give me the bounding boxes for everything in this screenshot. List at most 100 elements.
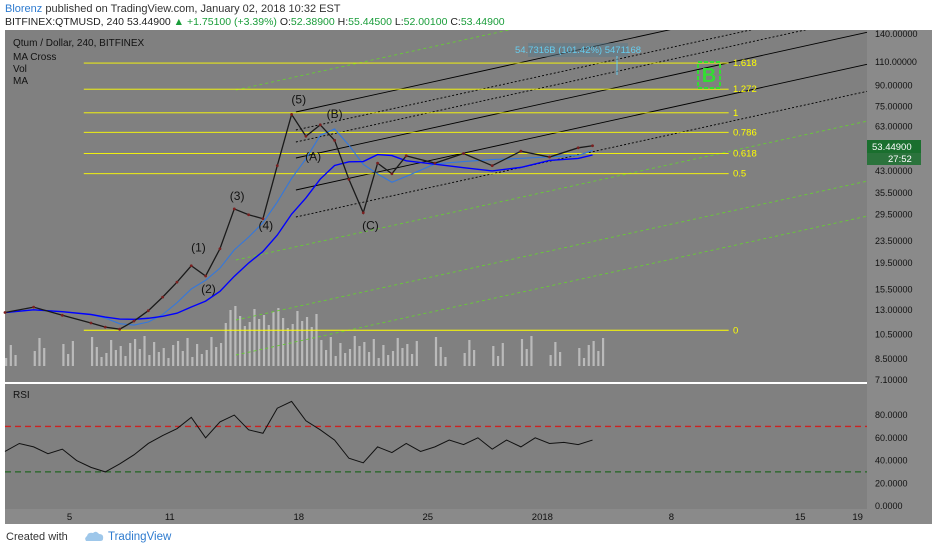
chart-area[interactable]: 1.618 1.272 1 0.786 0.618 0.5 0 (1) (2) (3) (4) (5… bbox=[0, 30, 932, 524]
legend-vol[interactable]: Vol bbox=[13, 64, 27, 75]
volume-bar bbox=[434, 337, 438, 366]
wave-label: (A) bbox=[305, 150, 321, 164]
price-point bbox=[3, 311, 7, 314]
volume-bar bbox=[267, 325, 270, 366]
volume-bar bbox=[239, 316, 242, 366]
time-tick-label: 5 bbox=[67, 512, 72, 523]
fib-label: 0 bbox=[733, 325, 738, 336]
price-point bbox=[247, 213, 251, 217]
price-point bbox=[347, 177, 351, 181]
author-name[interactable]: Blorenz bbox=[5, 3, 43, 15]
ohlc-bar: BITFINEX:QTMUSD, 240 53.44900 ▲ +1.75100… bbox=[5, 16, 505, 28]
elliott-waves: (1) (2) (3) (4) (5) (A) (B) (C) bbox=[191, 92, 379, 296]
price-point bbox=[361, 211, 365, 215]
time-tick-label: 2018 bbox=[532, 512, 553, 523]
rsi-tick-label: 80.0000 bbox=[875, 410, 908, 420]
time-tick-label: 18 bbox=[293, 512, 304, 523]
volume-bar bbox=[415, 341, 418, 366]
countdown-badge bbox=[867, 153, 921, 165]
price-point bbox=[390, 172, 394, 176]
volume-bar bbox=[243, 326, 246, 366]
legend-ma-cross[interactable]: MA Cross bbox=[13, 52, 56, 63]
wave-label: (5) bbox=[291, 92, 306, 106]
price-tick-label: 29.50000 bbox=[875, 210, 913, 220]
volume-bar bbox=[410, 354, 414, 366]
low-label: L: bbox=[394, 16, 404, 28]
moving-averages bbox=[4, 128, 593, 326]
price-tick-label: 7.10000 bbox=[875, 375, 908, 385]
volume-bar bbox=[119, 346, 122, 366]
volume-bar bbox=[234, 306, 237, 366]
volume-bar bbox=[286, 328, 289, 366]
rsi-tick-label: 40.0000 bbox=[875, 456, 908, 466]
volume-bar bbox=[38, 338, 41, 366]
volume-bar bbox=[196, 344, 199, 366]
volume-bar bbox=[367, 352, 371, 366]
price-point bbox=[218, 247, 222, 251]
published-text: published on TradingView.com, January 02… bbox=[45, 3, 341, 15]
legend-ma[interactable]: MA bbox=[13, 76, 28, 87]
price-point bbox=[232, 207, 236, 211]
volume-bar bbox=[291, 324, 294, 366]
volume-bar bbox=[310, 327, 313, 366]
price-tick-label: 8.50000 bbox=[875, 354, 908, 364]
volume-bar bbox=[315, 314, 318, 366]
volume-bar bbox=[587, 345, 590, 366]
volume-bar bbox=[387, 355, 390, 366]
time-tick-label: 11 bbox=[165, 512, 175, 523]
price-point bbox=[576, 146, 580, 150]
volume-bar bbox=[90, 337, 94, 366]
volume-bar bbox=[372, 339, 375, 366]
volume-bar bbox=[105, 353, 108, 366]
volume-bar bbox=[353, 336, 356, 366]
change-value: +1.75100 (+3.39%) bbox=[187, 16, 277, 28]
wave-label: (3) bbox=[230, 189, 245, 203]
price-point bbox=[204, 274, 208, 278]
close-label: C: bbox=[450, 16, 461, 28]
channel-line bbox=[295, 30, 808, 143]
open-label: O: bbox=[279, 16, 291, 28]
volume-bar bbox=[305, 317, 309, 366]
countdown-text: 27:52 bbox=[888, 154, 912, 165]
time-ticks: 5 11 18 25 2018 8 15 19 bbox=[67, 512, 863, 523]
volume-bar bbox=[5, 358, 8, 366]
volume-bar bbox=[138, 349, 141, 366]
volume-bar bbox=[549, 355, 552, 366]
volume-bar bbox=[578, 348, 581, 366]
rsi-tick-label: 0.0000 bbox=[875, 501, 903, 511]
brand-name[interactable]: TradingView bbox=[108, 531, 172, 543]
time-tick-label: 19 bbox=[852, 512, 863, 523]
last-price: 53.44900 bbox=[126, 16, 171, 28]
volume-bar bbox=[110, 340, 113, 366]
volume-bar bbox=[320, 340, 323, 366]
volume-bar bbox=[124, 356, 127, 366]
volume-bar bbox=[181, 351, 184, 366]
close-value: 53.44900 bbox=[460, 16, 505, 28]
volume-bar bbox=[339, 343, 342, 366]
price-tick-label: 35.50000 bbox=[875, 188, 913, 198]
created-with-text: Created with bbox=[6, 531, 68, 543]
wave-label: (2) bbox=[201, 282, 216, 296]
wave-label: (C) bbox=[362, 218, 379, 232]
rsi-tick-label: 60.0000 bbox=[875, 433, 908, 443]
price-pane[interactable] bbox=[5, 30, 867, 382]
fib-label: 1.272 bbox=[733, 84, 757, 95]
volume-bar bbox=[382, 345, 385, 366]
fib-label: 1.618 bbox=[733, 58, 757, 69]
volume-bar bbox=[162, 348, 165, 366]
volume-bar bbox=[258, 319, 261, 366]
volume-bar bbox=[281, 318, 285, 366]
up-arrow-icon: ▲ bbox=[173, 16, 185, 28]
price-point bbox=[32, 305, 36, 309]
price-point bbox=[519, 149, 523, 153]
price-tick-label: 110.00000 bbox=[875, 57, 917, 67]
volume-bar bbox=[133, 339, 137, 366]
volume-bar bbox=[334, 356, 337, 366]
fib-levels: 1.618 1.272 1 0.786 0.618 0.5 0 bbox=[83, 58, 757, 336]
price-point bbox=[318, 123, 322, 127]
fib-label: 0.618 bbox=[733, 148, 757, 159]
price-point bbox=[189, 264, 193, 268]
price-point bbox=[146, 309, 150, 313]
volume-bar bbox=[95, 347, 98, 366]
volume-bar bbox=[43, 348, 46, 366]
